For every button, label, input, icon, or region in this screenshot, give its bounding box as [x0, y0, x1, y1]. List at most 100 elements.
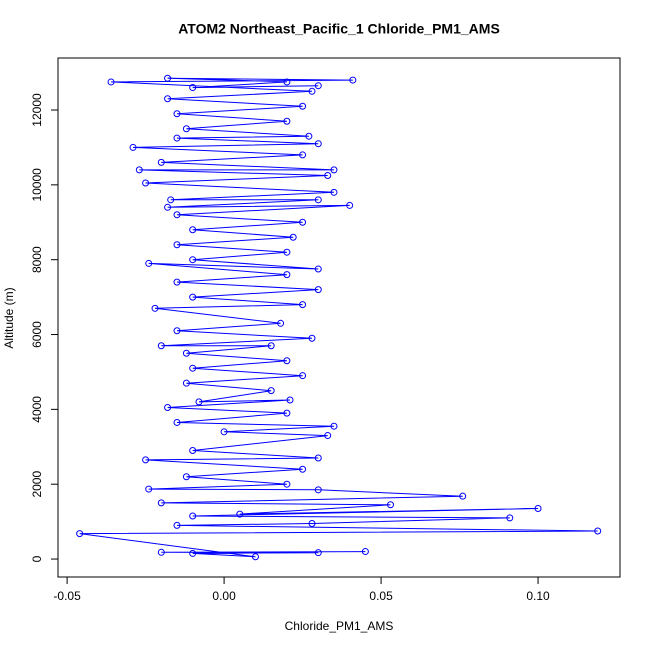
data-point: [135, 166, 143, 174]
data-point: [314, 265, 322, 273]
y-tick-label: 6000: [30, 321, 44, 348]
data-point: [283, 409, 291, 417]
data-point: [189, 293, 197, 301]
data-point: [173, 278, 181, 286]
data-point: [299, 151, 307, 159]
y-axis-label: Altitude (m): [2, 287, 16, 348]
data-point: [157, 342, 165, 350]
data-point: [330, 166, 338, 174]
data-point: [189, 447, 197, 455]
data-point: [189, 364, 197, 372]
data-point: [173, 211, 181, 219]
data-point: [182, 125, 190, 133]
data-point: [386, 501, 394, 509]
data-point: [283, 480, 291, 488]
data-point: [277, 319, 285, 327]
data-point: [189, 84, 197, 92]
data-point: [267, 387, 275, 395]
data-point: [299, 465, 307, 473]
data-point: [173, 110, 181, 118]
y-tick-label: 8000: [30, 246, 44, 273]
data-point: [283, 271, 291, 279]
data-point: [220, 428, 228, 436]
data-point: [324, 171, 332, 179]
data-point: [173, 134, 181, 142]
chart-title: ATOM2 Northeast_Pacific_1 Chloride_PM1_A…: [178, 21, 500, 37]
data-point: [189, 512, 197, 520]
x-tick-label: -0.05: [53, 589, 81, 603]
data-line: [79, 77, 598, 558]
data-point: [283, 248, 291, 256]
data-point: [157, 499, 165, 507]
y-tick-label: 10000: [30, 168, 44, 202]
data-point: [236, 510, 244, 518]
data-point: [299, 301, 307, 309]
data-point: [314, 140, 322, 148]
y-tick-label: 2000: [30, 471, 44, 498]
data-point: [267, 342, 275, 350]
data-point: [330, 422, 338, 430]
data-point: [251, 553, 259, 561]
data-point: [308, 334, 316, 342]
data-point: [330, 188, 338, 196]
data-point: [107, 78, 115, 86]
data-point: [173, 521, 181, 529]
data-point: [164, 403, 172, 411]
data-point: [283, 78, 291, 86]
data-point: [299, 102, 307, 110]
data-point: [283, 117, 291, 125]
x-tick-label: 0.05: [369, 589, 393, 603]
data-point: [299, 372, 307, 380]
y-tick-label: 4000: [30, 396, 44, 423]
x-tick-label: 0.00: [212, 589, 236, 603]
data-point: [145, 485, 153, 493]
data-point: [283, 357, 291, 365]
plot-frame: [57, 57, 621, 578]
data-point: [182, 473, 190, 481]
data-point: [182, 379, 190, 387]
data-point: [459, 492, 467, 500]
x-axis-label: Chloride_PM1_AMS: [285, 619, 394, 633]
data-point: [314, 549, 322, 557]
data-point: [286, 396, 294, 404]
data-point: [157, 158, 165, 166]
data-point: [157, 548, 165, 556]
data-point: [142, 456, 150, 464]
x-tick-label: 0.10: [526, 589, 550, 603]
data-point: [299, 218, 307, 226]
data-point: [349, 76, 357, 84]
data-point: [173, 241, 181, 249]
data-point: [167, 196, 175, 204]
y-tick-label: 0: [30, 555, 44, 562]
data-point: [308, 87, 316, 95]
data-point: [142, 179, 150, 187]
data-point: [189, 549, 197, 557]
data-point: [145, 259, 153, 267]
data-point: [324, 432, 332, 440]
data-point: [289, 233, 297, 241]
data-point: [164, 95, 172, 103]
data-point: [314, 286, 322, 294]
data-point: [195, 398, 203, 406]
data-point: [594, 527, 602, 535]
data-point: [76, 530, 84, 538]
data-point: [314, 486, 322, 494]
data-point: [506, 514, 514, 522]
data-point: [534, 505, 542, 513]
data-point: [173, 418, 181, 426]
y-tick-label: 12000: [30, 93, 44, 127]
data-point: [189, 226, 197, 234]
data-point: [164, 74, 172, 82]
data-point: [173, 327, 181, 335]
data-point: [314, 82, 322, 90]
data-point: [361, 548, 369, 556]
data-point: [129, 143, 137, 151]
data-point: [305, 132, 313, 140]
data-point: [151, 304, 159, 312]
data-point: [314, 196, 322, 204]
data-point: [314, 454, 322, 462]
data-point: [346, 201, 354, 209]
